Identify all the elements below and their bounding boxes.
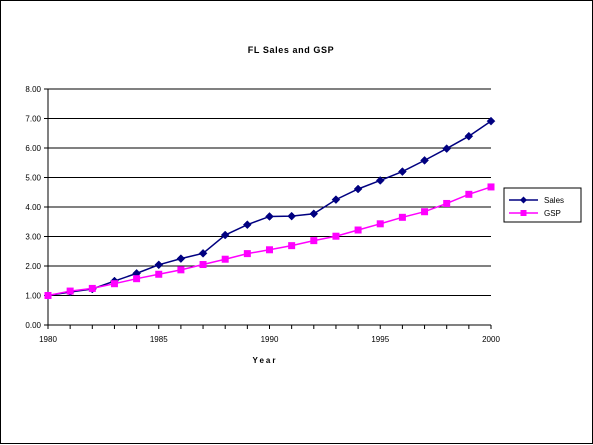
data-point-gsp-1988 bbox=[221, 255, 229, 263]
data-point-sales-1995 bbox=[375, 176, 385, 185]
data-point-sales-1998 bbox=[442, 144, 452, 153]
data-point-sales-1993 bbox=[331, 195, 341, 204]
data-point-gsp-1994 bbox=[354, 226, 362, 234]
y-tick-label-0: 0.00 bbox=[25, 321, 41, 330]
legend-box bbox=[503, 187, 582, 223]
data-point-gsp-1997 bbox=[421, 208, 429, 216]
x-tick-label-0: 1980 bbox=[39, 335, 57, 344]
data-point-sales-1991 bbox=[287, 211, 297, 221]
data-point-gsp-1982 bbox=[88, 284, 96, 292]
data-point-gsp-1980 bbox=[44, 292, 52, 299]
data-point-gsp-1984 bbox=[133, 275, 141, 283]
data-point-gsp-1993 bbox=[332, 232, 340, 240]
data-point-gsp-1992 bbox=[310, 237, 318, 245]
x-tick-label-1: 1985 bbox=[150, 335, 168, 344]
data-point-gsp-1985 bbox=[155, 270, 163, 278]
data-point-gsp-1983 bbox=[110, 280, 118, 288]
x-tick-label-2: 1990 bbox=[261, 335, 279, 344]
y-tick-label-6: 6.00 bbox=[25, 144, 41, 153]
data-point-gsp-1991 bbox=[288, 242, 296, 250]
data-point-gsp-1996 bbox=[398, 213, 406, 221]
data-point-sales-2000 bbox=[486, 116, 496, 126]
data-point-gsp-2000 bbox=[487, 183, 495, 191]
plot-area: 0.00 1.00 2.00 3.00 4.00 5.00 6.00 7.00 8.00 1980… bbox=[25, 85, 500, 344]
y-tick-label-1: 1.00 bbox=[25, 292, 41, 301]
data-point-gsp-1999 bbox=[465, 190, 473, 198]
data-point-sales-1988 bbox=[220, 230, 230, 240]
legend: Sales GSP bbox=[503, 187, 582, 223]
legend-marker-gsp bbox=[520, 210, 527, 216]
data-point-gsp-1998 bbox=[443, 199, 451, 207]
data-point-gsp-1986 bbox=[177, 266, 185, 274]
x-tick-label-4: 2000 bbox=[482, 335, 500, 344]
data-point-gsp-1989 bbox=[243, 250, 251, 258]
legend-marker-sales bbox=[520, 196, 527, 204]
data-point-sales-1994 bbox=[353, 184, 363, 194]
data-point-sales-1996 bbox=[398, 167, 407, 176]
y-tick-label-5: 5.00 bbox=[25, 174, 41, 183]
chart-title: FL Sales and GSP bbox=[248, 45, 334, 55]
data-point-gsp-1981 bbox=[66, 287, 74, 295]
legend-label-sales: Sales bbox=[544, 196, 564, 205]
legend-label-gsp: GSP bbox=[544, 209, 561, 218]
data-point-sales-1986 bbox=[176, 254, 186, 263]
data-point-gsp-1987 bbox=[199, 261, 207, 269]
data-point-gsp-1995 bbox=[376, 220, 384, 228]
data-point-sales-1989 bbox=[242, 220, 252, 230]
y-tick-label-8: 8.00 bbox=[25, 85, 41, 94]
data-point-sales-1992 bbox=[309, 209, 319, 219]
y-tick-label-3: 3.00 bbox=[25, 233, 41, 242]
data-point-gsp-1990 bbox=[266, 246, 273, 254]
y-tick-label-7: 7.00 bbox=[25, 115, 41, 124]
y-tick-label-2: 2.00 bbox=[25, 262, 41, 271]
data-point-sales-1990 bbox=[265, 212, 274, 221]
x-axis-label: Year bbox=[253, 356, 278, 365]
data-point-sales-1987 bbox=[198, 248, 208, 258]
data-point-sales-1999 bbox=[464, 131, 474, 141]
y-tick-label-4: 4.00 bbox=[25, 203, 41, 212]
x-tick-label-3: 1995 bbox=[371, 335, 389, 344]
data-point-sales-1985 bbox=[154, 260, 164, 270]
data-point-sales-1997 bbox=[420, 156, 429, 165]
